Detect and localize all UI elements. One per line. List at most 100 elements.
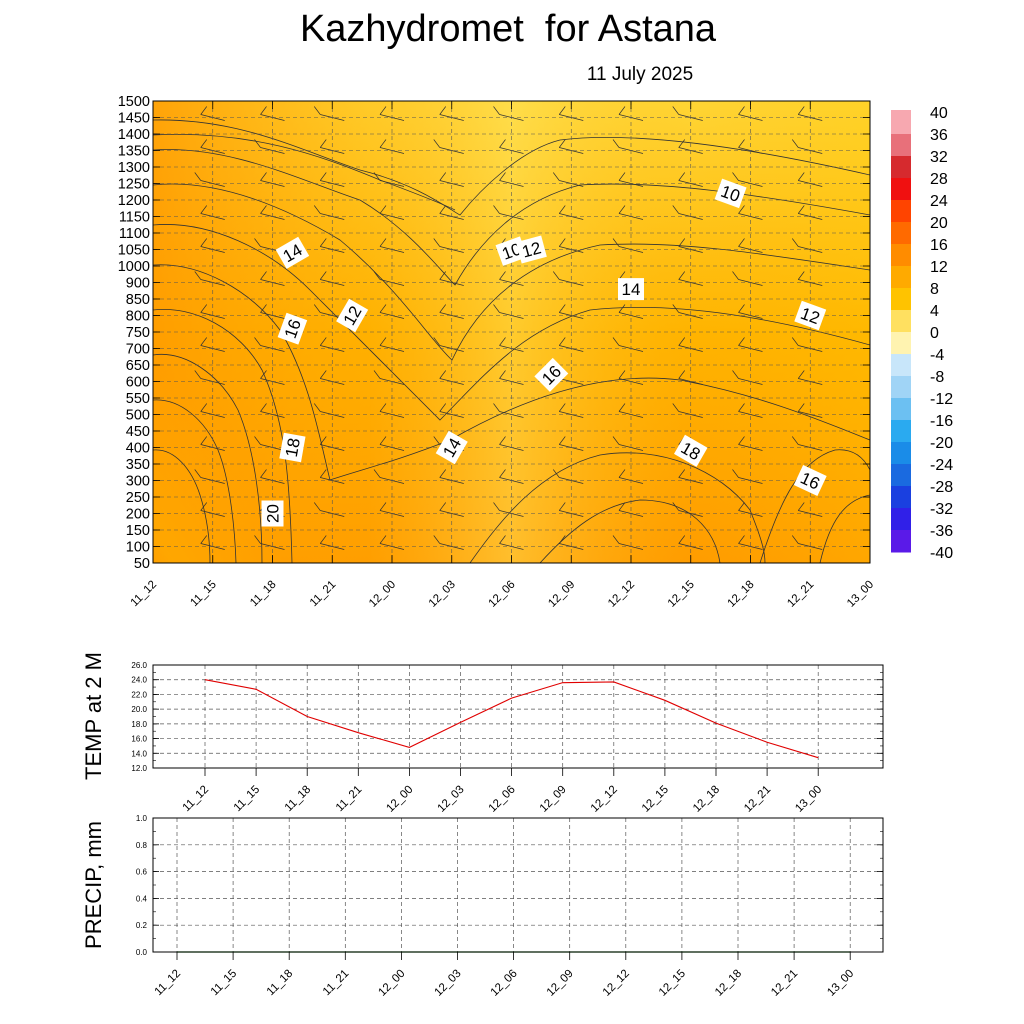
precip-x-tick-label: 11_18 bbox=[265, 968, 296, 999]
contour-label-box bbox=[261, 500, 284, 527]
wind-barb-flag bbox=[678, 172, 686, 181]
wind-barb-flag bbox=[439, 469, 447, 478]
temp-y-axis: 26.0 24.0 22.0 20.0 18.0 16.0 14.0 12.0 bbox=[131, 661, 883, 773]
wind-barb-staff bbox=[559, 411, 584, 418]
contour-label-box bbox=[793, 465, 827, 496]
colorbar-label: -12 bbox=[930, 391, 953, 408]
contour-label: 20 bbox=[261, 500, 284, 527]
wind-barb-flag bbox=[439, 106, 447, 115]
main-x-tick-label: 12_06 bbox=[487, 579, 518, 610]
main-y-tick-label: 350 bbox=[126, 457, 150, 473]
wind-barb-flag bbox=[558, 238, 566, 247]
precip-x-tick-label: 12_00 bbox=[376, 968, 407, 999]
wind-barb-flag bbox=[313, 403, 321, 412]
wind-barb-flag bbox=[612, 535, 620, 544]
colorbar-label: -40 bbox=[930, 545, 953, 562]
colorbar-label: -20 bbox=[930, 435, 953, 452]
wind-barb-flag bbox=[791, 139, 799, 148]
temp-x-tick-label: 12_21 bbox=[742, 784, 773, 815]
wind-barb-flag bbox=[797, 106, 805, 115]
wind-barb-flag bbox=[319, 139, 327, 148]
contour-label: 12 bbox=[516, 235, 547, 264]
contour-label-text: 20 bbox=[264, 504, 283, 523]
wind-barb-flag bbox=[499, 469, 506, 478]
contour-label: 14 bbox=[618, 278, 644, 301]
isotherm-line bbox=[153, 149, 870, 286]
wind-barb-flag bbox=[433, 337, 441, 346]
main-x-tick-label: 11_18 bbox=[248, 579, 279, 610]
precip-plot: PRECIP, mm 1.0 0.8 0.6 0.4 0.2 0.0 11_12 11_15… bbox=[81, 814, 884, 999]
wind-barb-flag bbox=[200, 436, 208, 445]
wind-barb-flag bbox=[379, 337, 387, 346]
main-y-tick-label: 400 bbox=[126, 441, 150, 457]
colorbar-label: 12 bbox=[930, 259, 948, 276]
main-y-tick-label: 200 bbox=[126, 507, 150, 523]
main-y-tick-label: 550 bbox=[126, 391, 150, 407]
colorbar-label: 20 bbox=[930, 215, 948, 232]
wind-barb-flag bbox=[373, 172, 381, 181]
colorbar-label: 24 bbox=[930, 193, 948, 210]
wind-barb-flag bbox=[732, 271, 739, 280]
wind-barb-staff bbox=[320, 411, 345, 418]
wind-barb-flag bbox=[797, 403, 805, 412]
main-y-tick-label: 600 bbox=[126, 375, 150, 391]
precip-x-tick-label: 12_03 bbox=[433, 968, 464, 999]
wind-barb-flag bbox=[439, 205, 447, 214]
wind-barb-flag bbox=[313, 502, 321, 511]
wind-barb-flag bbox=[319, 370, 327, 379]
main-y-tick-label: 300 bbox=[126, 474, 150, 490]
wind-barb-flag bbox=[791, 238, 799, 247]
colorbar-segment bbox=[891, 354, 911, 377]
colorbar-segment bbox=[891, 486, 911, 509]
wind-barbs bbox=[194, 106, 823, 550]
wind-barb-flag bbox=[499, 370, 506, 379]
wind-barb-flag bbox=[379, 403, 387, 412]
wind-barb-flag bbox=[672, 205, 680, 214]
wind-barb-flag bbox=[200, 403, 208, 412]
isotherm-line bbox=[153, 308, 293, 563]
wind-barb-flag bbox=[672, 304, 680, 313]
wind-barb-flag bbox=[558, 205, 566, 214]
temp-grid bbox=[153, 665, 883, 768]
wind-barb-flag bbox=[732, 469, 739, 478]
temp-y-tick-label: 24.0 bbox=[131, 676, 147, 685]
wind-barb-flag bbox=[672, 106, 680, 115]
precip-x-tick-label: 12_15 bbox=[657, 968, 688, 999]
precip-y-tick-label: 0.8 bbox=[136, 841, 148, 850]
wind-barb-flag bbox=[379, 535, 387, 544]
wind-barb-flag bbox=[618, 172, 626, 181]
wind-barb-flag bbox=[194, 172, 202, 181]
precip-grid bbox=[153, 818, 883, 952]
wind-barb-flag bbox=[493, 502, 500, 511]
wind-barb-flag bbox=[738, 205, 745, 214]
precip-x-tick-label: 12_21 bbox=[769, 968, 800, 999]
main-y-tick-label: 500 bbox=[126, 408, 150, 424]
main-y-tick-label: 1500 bbox=[118, 94, 150, 110]
wind-barb-flag bbox=[319, 238, 327, 247]
precip-y-tick-label: 0.2 bbox=[136, 921, 148, 930]
wind-barb-flag bbox=[194, 370, 202, 379]
wind-barb-flag bbox=[678, 271, 686, 280]
main-y-tick-label: 100 bbox=[126, 540, 150, 556]
wind-barb-flag bbox=[200, 139, 208, 148]
temp-x-tick-label: 12_06 bbox=[487, 784, 518, 815]
wind-barb-flag bbox=[678, 337, 686, 346]
main-y-tick-label: 850 bbox=[126, 292, 150, 308]
wind-barb-flag bbox=[797, 172, 805, 181]
cross-section-plot: 5010015020025030035040045050055060065070… bbox=[118, 94, 876, 610]
colorbar-segment bbox=[891, 508, 911, 531]
wind-barb-flag bbox=[558, 535, 566, 544]
colorbar-segment bbox=[891, 288, 911, 311]
main-x-tick-label: 12_03 bbox=[427, 579, 458, 610]
wind-barb-flag bbox=[493, 304, 500, 313]
wind-barb-flag bbox=[439, 403, 447, 412]
temp-y-tick-label: 22.0 bbox=[131, 690, 147, 699]
main-y-tick-label: 250 bbox=[126, 490, 150, 506]
temp-x-tick-label: 12_09 bbox=[538, 784, 569, 815]
colorbar-label: 16 bbox=[930, 237, 948, 254]
precip-y-tick-label: 1.0 bbox=[136, 814, 148, 823]
main-y-tick-label: 50 bbox=[134, 556, 150, 572]
wind-barb-flag bbox=[558, 436, 566, 445]
wind-barb-flag bbox=[738, 535, 745, 544]
contour-label-box bbox=[673, 434, 708, 467]
